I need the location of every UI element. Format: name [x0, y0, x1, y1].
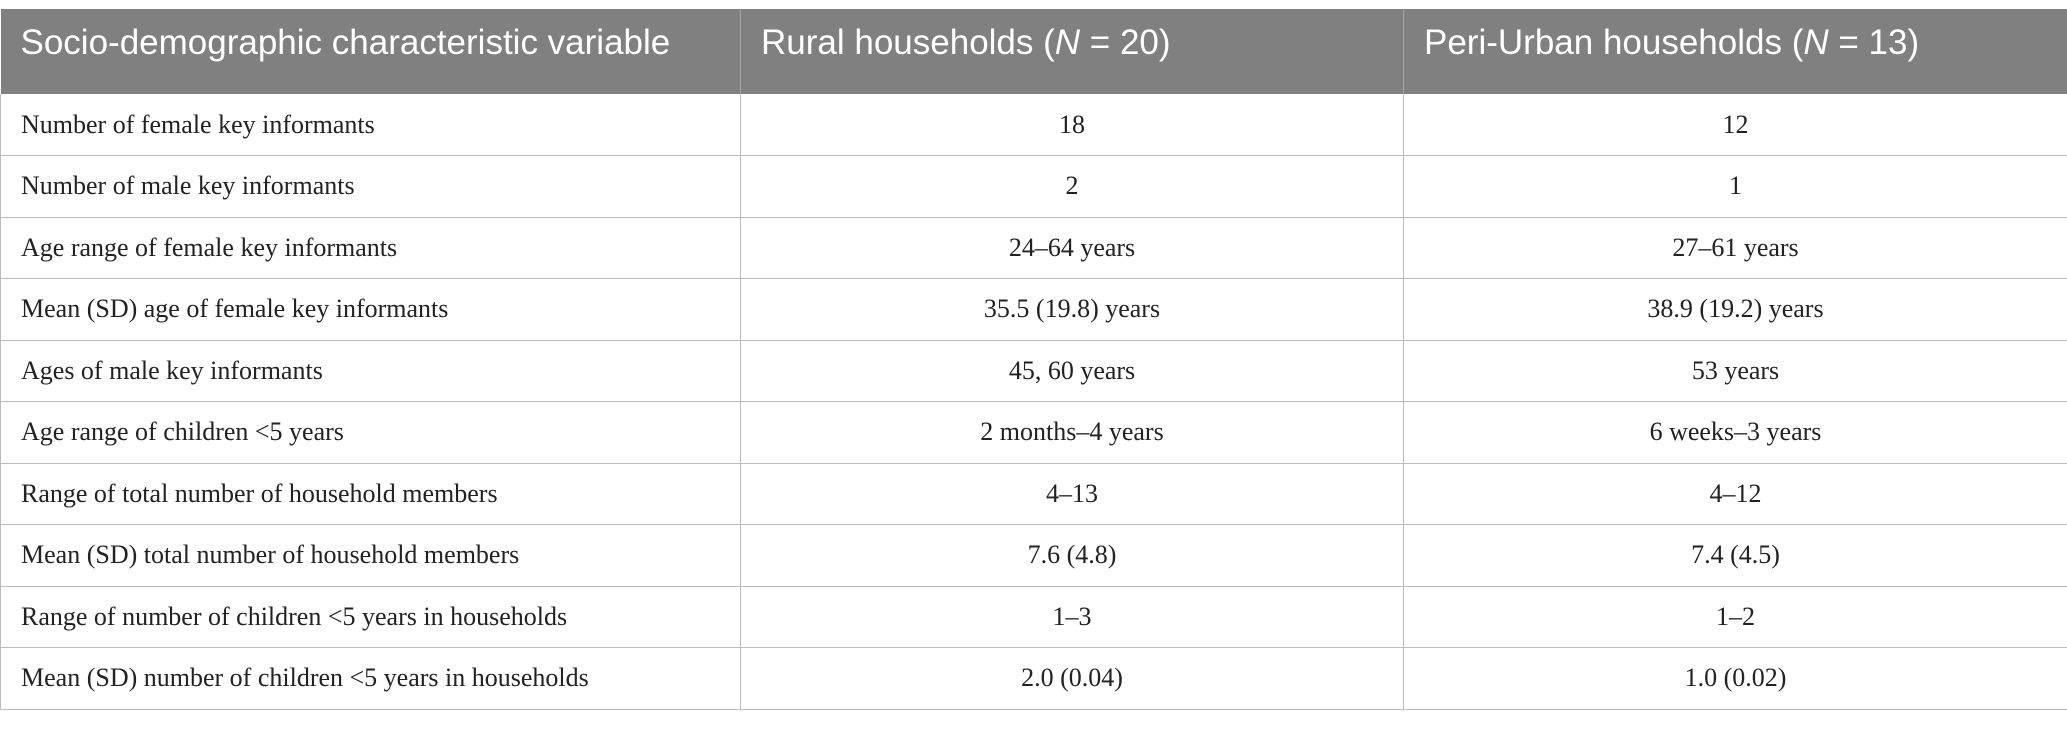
variable-cell: Age range of female key informants	[0, 217, 741, 279]
table-row: Mean (SD) number of children <5 years in…	[0, 647, 2067, 710]
peri-urban-value-cell: 1–2	[1403, 586, 2067, 648]
table-body: Number of female key informants 18 12 Nu…	[0, 94, 2067, 710]
header-row: Socio-demographic characteristic variabl…	[0, 9, 2067, 94]
header-variable: Socio-demographic characteristic variabl…	[0, 9, 741, 94]
variable-cell: Mean (SD) total number of household memb…	[0, 524, 741, 587]
table-row: Range of total number of household membe…	[0, 463, 2067, 525]
table-row: Mean (SD) total number of household memb…	[0, 524, 2067, 587]
header-peri-urban: Peri-Urban households (N = 13)	[1403, 9, 2067, 94]
rural-value-cell: 45, 60 years	[740, 340, 1404, 402]
table-row: Number of male key informants 2 1	[0, 155, 2067, 218]
variable-cell: Range of number of children <5 years in …	[0, 586, 741, 648]
peri-urban-value-cell: 1.0 (0.02)	[1403, 647, 2067, 710]
data-table-container: Socio-demographic characteristic variabl…	[0, 9, 2067, 710]
header-rural-prefix: Rural households (	[761, 23, 1055, 62]
header-peri-urban-suffix: = 13)	[1828, 23, 1920, 62]
peri-urban-value-cell: 6 weeks–3 years	[1403, 401, 2067, 464]
table-row: Number of female key informants 18 12	[0, 94, 2067, 156]
header-peri-urban-n: N	[1803, 23, 1829, 62]
table-row: Age range of children <5 years 2 months–…	[0, 401, 2067, 464]
table-row: Ages of male key informants 45, 60 years…	[0, 340, 2067, 402]
peri-urban-value-cell: 53 years	[1403, 340, 2067, 402]
rural-value-cell: 1–3	[740, 586, 1404, 648]
rural-value-cell: 2	[740, 155, 1404, 218]
table-row: Mean (SD) age of female key informants 3…	[0, 278, 2067, 341]
rural-value-cell: 2.0 (0.04)	[740, 647, 1404, 710]
table-header: Socio-demographic characteristic variabl…	[0, 9, 2067, 94]
variable-cell: Age range of children <5 years	[0, 401, 741, 464]
rural-value-cell: 7.6 (4.8)	[740, 524, 1404, 587]
peri-urban-value-cell: 4–12	[1403, 463, 2067, 525]
peri-urban-value-cell: 12	[1403, 94, 2067, 156]
peri-urban-value-cell: 38.9 (19.2) years	[1403, 278, 2067, 341]
header-rural-n: N	[1054, 23, 1081, 62]
variable-cell: Mean (SD) number of children <5 years in…	[0, 647, 741, 710]
variable-cell: Ages of male key informants	[0, 340, 741, 402]
header-variable-text: Socio-demographic characteristic variabl…	[20, 23, 671, 62]
variable-cell: Mean (SD) age of female key informants	[0, 278, 741, 341]
variable-cell: Range of total number of household membe…	[0, 463, 741, 525]
header-peri-urban-prefix: Peri-Urban households (	[1424, 23, 1804, 62]
rural-value-cell: 4–13	[740, 463, 1404, 525]
rural-value-cell: 24–64 years	[740, 217, 1404, 279]
peri-urban-value-cell: 27–61 years	[1403, 217, 2067, 279]
peri-urban-value-cell: 1	[1403, 155, 2067, 218]
header-rural-suffix: = 20)	[1080, 23, 1171, 62]
rural-value-cell: 18	[740, 94, 1404, 156]
rural-value-cell: 2 months–4 years	[740, 401, 1404, 464]
peri-urban-value-cell: 7.4 (4.5)	[1403, 524, 2067, 587]
variable-cell: Number of male key informants	[0, 155, 741, 218]
rural-value-cell: 35.5 (19.8) years	[740, 278, 1404, 341]
table-row: Range of number of children <5 years in …	[0, 586, 2067, 648]
header-rural: Rural households (N = 20)	[740, 9, 1404, 94]
variable-cell: Number of female key informants	[0, 94, 741, 156]
socio-demographic-table: Socio-demographic characteristic variabl…	[0, 9, 2067, 710]
table-row: Age range of female key informants 24–64…	[0, 217, 2067, 279]
